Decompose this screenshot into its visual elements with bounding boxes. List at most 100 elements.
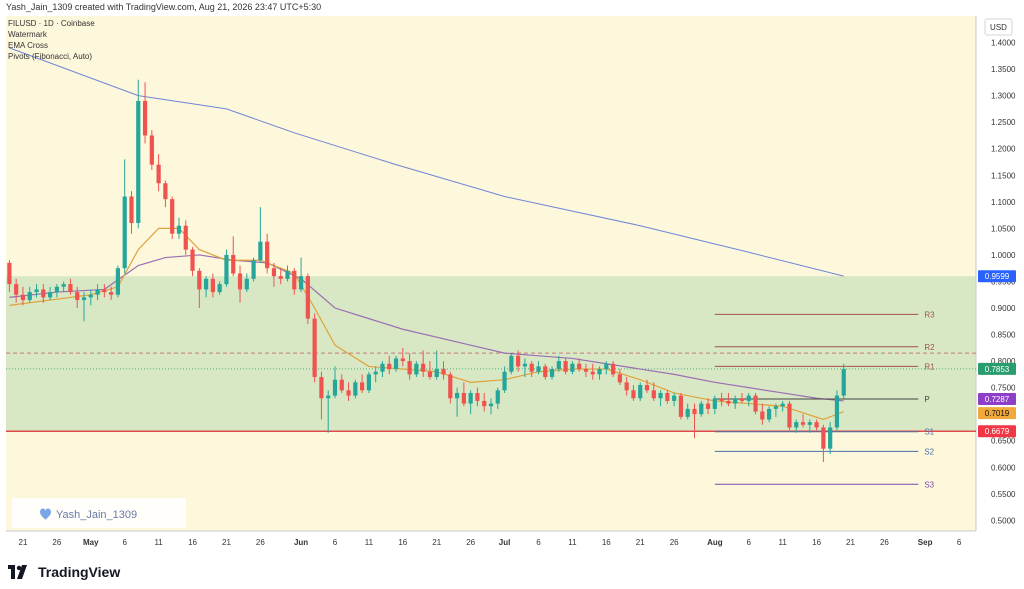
candles[interactable] [7,79,846,462]
candle-body[interactable] [794,422,799,428]
candle-body[interactable] [34,289,39,293]
candle-body[interactable] [712,398,717,409]
candle-body[interactable] [841,369,846,396]
candle-body[interactable] [115,268,121,295]
candle-body[interactable] [739,398,745,401]
candle-body[interactable] [190,249,195,271]
candle-body[interactable] [129,196,134,224]
footer-brand-text[interactable]: TradingView [38,564,121,580]
candle-body[interactable] [407,361,412,375]
candle-body[interactable] [597,369,602,375]
candle-body[interactable] [339,379,344,391]
candle-body[interactable] [482,400,487,407]
candle-body[interactable] [244,278,249,290]
candle-body[interactable] [353,382,358,396]
candle-body[interactable] [807,422,812,425]
candle-body[interactable] [814,422,819,428]
candle-body[interactable] [41,289,46,298]
candle-body[interactable] [81,297,87,301]
candle-body[interactable] [516,355,521,367]
candle-body[interactable] [644,384,650,391]
candle-body[interactable] [265,241,270,269]
chart-container[interactable]: R3 R2 R1 P S1 S2 S3 0.5000 0.5500 0.6000 0.6500 0.… [6,16,1018,554]
candle-body[interactable] [522,363,528,367]
candle-body[interactable] [495,390,500,404]
candle-body[interactable] [360,382,365,391]
candle-body[interactable] [237,273,243,290]
candle-body[interactable] [631,390,636,399]
candle-body[interactable] [278,276,283,279]
candle-body[interactable] [828,427,833,449]
candle-body[interactable] [210,278,215,293]
candle-body[interactable] [780,403,785,407]
candle-body[interactable] [692,408,697,415]
candle-body[interactable] [617,374,622,383]
candle-body[interactable] [488,403,494,407]
candle-body[interactable] [176,225,182,234]
footer-branding[interactable]: TradingView [8,562,120,582]
candle-body[interactable] [47,292,53,298]
candle-body[interactable] [563,361,568,372]
candle-body[interactable] [760,411,765,420]
candle-body[interactable] [800,422,806,425]
candle-body[interactable] [468,392,473,404]
candle-body[interactable] [448,374,453,399]
candle-body[interactable] [7,262,12,285]
candle-body[interactable] [414,363,419,375]
candle-body[interactable] [380,363,385,372]
candle-body[interactable] [292,270,297,290]
candle-body[interactable] [549,369,555,378]
currency-button[interactable]: USD [984,18,1013,36]
candle-body[interactable] [685,408,690,417]
candle-body[interactable] [454,392,460,399]
candle-body[interactable] [170,199,175,234]
candle-body[interactable] [136,100,141,224]
candle-body[interactable] [773,406,778,409]
candle-body[interactable] [27,292,32,301]
candle-body[interactable] [699,403,704,415]
candle-body[interactable] [20,294,26,301]
candle-body[interactable] [142,100,148,136]
candle-body[interactable] [543,366,548,378]
candle-body[interactable] [217,284,222,293]
candle-body[interactable] [312,318,317,378]
candle-body[interactable] [319,377,324,399]
candle-body[interactable] [204,278,209,290]
candle-body[interactable] [298,276,304,290]
candle-body[interactable] [197,270,202,290]
candle-body[interactable] [502,371,507,391]
candle-body[interactable] [366,374,372,391]
candle-body[interactable] [163,183,168,200]
candle-body[interactable] [787,403,792,428]
candle-body[interactable] [590,371,595,375]
candle-body[interactable] [610,363,616,375]
candle-body[interactable] [224,254,229,285]
candle-body[interactable] [387,363,392,370]
candle-body[interactable] [475,392,480,401]
candle-body[interactable] [746,395,751,401]
candle-body[interactable] [102,289,107,293]
candle-body[interactable] [258,241,263,261]
candle-body[interactable] [271,268,277,277]
candle-body[interactable] [122,196,127,269]
currency-label[interactable]: USD [990,23,1007,32]
candle-body[interactable] [604,363,609,370]
candle-body[interactable] [68,284,73,293]
candle-body[interactable] [658,392,663,399]
candle-body[interactable] [346,390,351,396]
candle-body[interactable] [332,379,338,396]
candle-body[interactable] [509,355,514,372]
candle-body[interactable] [733,398,738,404]
candle-body[interactable] [753,395,758,412]
candle-body[interactable] [95,289,100,295]
candle-body[interactable] [672,395,677,401]
candle-body[interactable] [705,403,711,409]
candle-body[interactable] [767,408,772,420]
candle-body[interactable] [14,284,19,295]
candle-body[interactable] [529,363,534,372]
candle-body[interactable] [326,395,331,399]
candle-body[interactable] [651,390,656,399]
candle-body[interactable] [305,276,310,319]
candle-body[interactable] [251,260,256,279]
candle-body[interactable] [577,363,582,370]
